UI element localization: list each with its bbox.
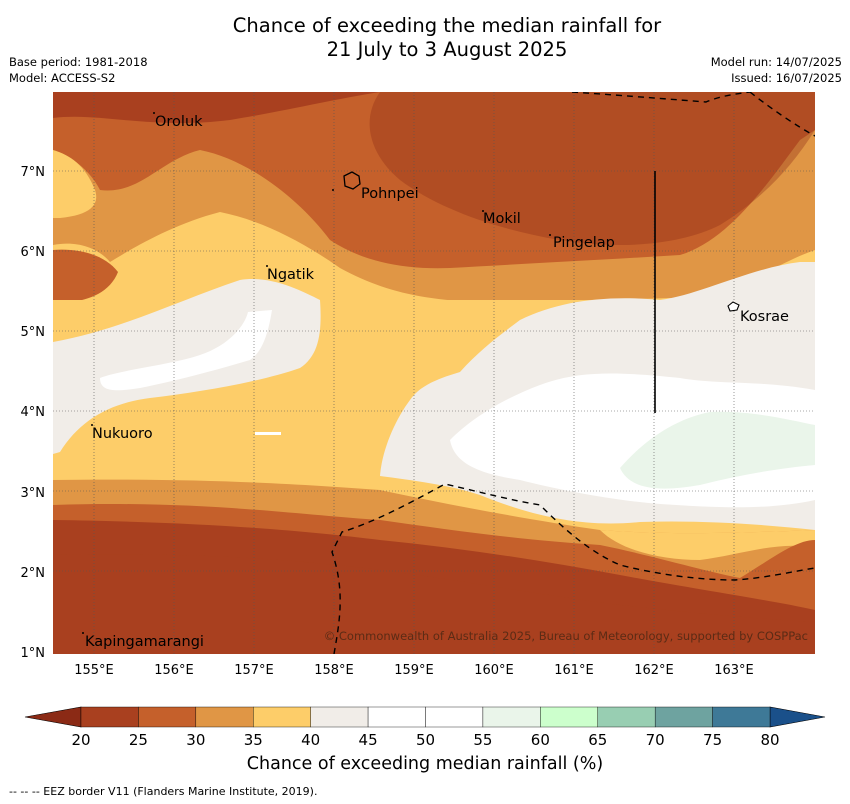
copyright-notice: © Commonwealth of Australia 2025, Bureau… [324,629,808,643]
model-run: Model run: 14/07/2025 [710,55,842,69]
title-line-2: 21 July to 3 August 2025 [326,38,568,61]
nukuoro-atoll [91,424,93,426]
lon-tick: 160°E [474,663,514,678]
colorbar-tick-label: 25 [129,731,148,749]
colorbar-segment [654,706,713,728]
base-period: Base period: 1981-2018 [9,55,148,69]
colorbar-tick-label: 50 [416,731,435,749]
colorbar-over-arrow [769,706,826,728]
lat-tick: 5°N [21,325,46,340]
colorbar-tick-label: 70 [646,731,665,749]
colorbar-tick-label: 60 [531,731,550,749]
colorbar-under-arrow [24,706,82,728]
lat-tick: 1°N [21,646,46,661]
place-kapingamarangi: Kapingamarangi [85,634,204,650]
colorbar-segment [138,706,197,728]
lat-tick: 2°N [21,566,46,581]
colorbar-segment [253,706,311,728]
footnote: -- -- -- EEZ border V11 (Flanders Marine… [9,785,318,798]
colorbar-tick-label: 45 [359,731,378,749]
lat-tick: 7°N [21,165,46,180]
colorbar-label: Chance of exceeding median rainfall (%) [246,754,604,774]
colorbar-segment [597,706,656,728]
place-pohnpei: Pohnpei [361,186,419,202]
model-name: Model: ACCESS-S2 [9,71,116,85]
colorbar-segment [712,706,771,728]
colorbar-tick-label: 20 [71,731,90,749]
lon-tick: 163°E [714,663,754,678]
place-ngatik: Ngatik [267,267,315,283]
colorbar-segment [482,706,541,728]
place-nukuoro: Nukuoro [92,426,153,442]
longitude-ticks: 155°E 156°E 157°E 158°E 159°E 160°E 161°… [74,663,754,678]
chart-title: Chance of exceeding the median rainfall … [0,14,850,62]
oroluk-atoll [153,112,155,114]
meta-left: Base period: 1981-2018 Model: ACCESS-S2 [9,54,148,86]
pingelap-atoll [549,234,551,236]
place-mokil: Mokil [483,211,521,227]
lat-tick: 3°N [21,486,46,501]
colorbar-tick-label: 80 [760,731,779,749]
grid-lines [53,92,815,654]
colorbar-segment [80,706,139,728]
lon-tick: 162°E [634,663,674,678]
meta-right: Model run: 14/07/2025 Issued: 16/07/2025 [711,54,842,86]
lon-tick: 158°E [314,663,354,678]
colorbar-segment [310,706,369,728]
kosrae-island [727,301,740,312]
title-line-1: Chance of exceeding the median rainfall … [232,14,662,37]
lon-tick: 155°E [74,663,114,678]
colorbar-segment [425,706,484,728]
lon-tick: 159°E [394,663,434,678]
colorbar-tick-label: 55 [473,731,492,749]
lat-tick: 4°N [21,405,46,420]
place-oroluk: Oroluk [155,114,203,130]
pohnpei-islet [332,189,334,191]
lat-tick: 6°N [21,245,46,260]
issued-date: Issued: 16/07/2025 [731,71,842,85]
rainfall-map [53,92,815,654]
place-pingelap: Pingelap [553,235,615,251]
ngatik-atoll [266,265,268,267]
colorbar: 20 25 30 35 40 45 50 55 60 65 70 75 80 [24,706,826,749]
place-labels: Oroluk Pohnpei Mokil Pingelap Ngatik Kos… [85,114,789,650]
lon-tick: 157°E [234,663,274,678]
lon-tick: 161°E [554,663,594,678]
colorbar-segment [540,706,598,728]
mokil-atoll [482,210,484,212]
colorbar-segments [80,706,771,728]
latitude-ticks: 7°N 6°N 5°N 4°N 3°N 2°N 1°N [21,165,46,661]
eez-borders [331,92,815,654]
colorbar-ticks: 20 25 30 35 40 45 50 55 60 65 70 75 80 [71,731,779,749]
colorbar-tick-label: 30 [186,731,205,749]
place-kosrae: Kosrae [740,309,789,325]
colorbar-tick-label: 35 [244,731,263,749]
colorbar-segment [195,706,254,728]
lon-tick: 156°E [154,663,194,678]
kapingamarangi-atoll [82,632,84,634]
pohnpei-island [343,171,361,190]
colorbar-tick-label: 65 [588,731,607,749]
colorbar-segment [367,706,426,728]
colorbar-tick-label: 75 [703,731,722,749]
colorbar-tick-label: 40 [301,731,320,749]
